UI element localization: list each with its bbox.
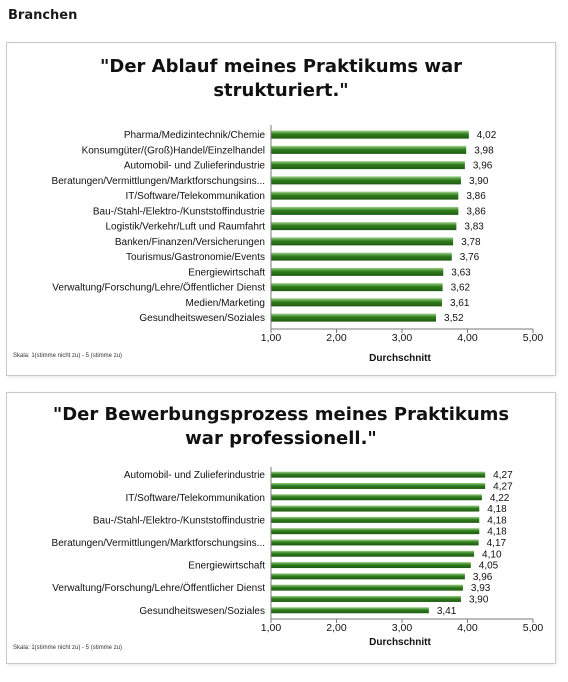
data-label: 3,78 [461,237,481,248]
category-label: Beratungen/Vermittlungen/Marktforschungs… [52,538,265,549]
bar [271,516,480,523]
chart-title: "Der Ablauf meines Praktikums war strukt… [7,55,555,103]
x-tick-label: 5,00 [523,332,544,344]
bar [271,206,459,215]
bar [271,176,461,185]
category-label: Tourismus/Gastronomie/Events [126,252,265,263]
category-label: Pharma/Medizintechnik/Chemie [124,130,266,141]
chart-title-line-1: "Der Ablauf meines Praktikums war [100,56,462,77]
data-label: 3,76 [460,252,480,263]
chart-title-line-2: war professionell." [185,428,377,449]
data-label: 3,41 [437,606,457,617]
category-label: Verwaltung/Forschung/Lehre/Öffentlicher … [52,582,265,594]
data-label: 4,27 [493,481,513,492]
data-label: 3,62 [451,283,471,294]
category-label: Bau-/Stahl-/Elektro-/Kunststoffindustrie [93,206,266,217]
category-label: Logistik/Verkehr/Luft und Raumfahrt [105,222,265,233]
data-label: 4,02 [477,130,497,141]
x-tick-label: 2,00 [326,332,347,344]
bar [271,539,479,546]
data-label: 4,18 [487,504,507,515]
data-label: 3,90 [469,176,489,187]
bar [271,145,467,154]
bar [271,283,443,292]
category-label: Beratungen/Vermittlungen/Marktforschungs… [52,176,265,187]
data-label: 3,63 [451,267,471,278]
chart-panel-bewerbung: "Der Bewerbungsprozess meines Praktikums… [6,392,556,664]
scale-note: Skala: 1(stimme nicht zu) - 5 (stimme zu… [13,353,123,359]
bar [271,252,452,261]
category-label: Verwaltung/Forschung/Lehre/Öffentlicher … [52,282,265,294]
x-axis-label: Durchschnitt [369,637,431,648]
bar [271,595,461,602]
category-label: Banken/Finanzen/Versicherungen [115,237,265,248]
data-label: 3,98 [474,145,494,156]
category-label: Gesundheitswesen/Soziales [139,313,265,324]
bar [271,528,480,535]
bar [271,562,471,569]
category-label: Bau-/Stahl-/Elektro-/Kunststoffindustrie [93,515,266,526]
scale-note: Skala: 1(stimme nicht zu) - 5 (stimme zu… [13,645,123,651]
data-label: 3,86 [466,206,486,217]
bar [271,222,457,231]
data-label: 3,96 [473,161,493,172]
bar [271,607,429,614]
bar [271,494,482,501]
x-tick-label: 1,00 [261,622,282,634]
bar [271,161,465,170]
x-axis-label: Durchschnitt [369,353,431,364]
x-tick-label: 1,00 [261,332,282,344]
category-label: Energiewirtschaft [188,561,265,572]
data-label: 3,52 [444,313,464,324]
bar [271,237,454,246]
category-label: Medien/Marketing [186,298,265,309]
chart-title-line-1: "Der Bewerbungsprozess meines Praktikums [52,404,510,425]
bar [271,482,486,489]
x-tick-label: 2,00 [326,622,347,634]
chart-title-line-2: strukturiert." [213,80,349,101]
bar [271,298,442,307]
data-label: 3,83 [464,222,484,233]
x-tick-label: 5,00 [523,622,544,634]
data-label: 4,18 [487,527,507,538]
bar [271,191,459,200]
x-tick-label: 3,00 [392,332,413,344]
data-label: 3,93 [471,583,491,594]
data-label: 3,86 [466,191,486,202]
category-label: Energiewirtschaft [188,267,265,278]
bar [271,130,469,139]
category-label: IT/Software/Telekommunikation [125,191,265,202]
bar [271,550,475,557]
data-label: 4,05 [479,561,499,572]
category-label: Konsumgüter/(Groß)Handel/Einzelhandel [82,145,265,156]
bar [271,505,480,512]
category-label: Automobil- und Zulieferindustrie [124,470,266,481]
bar [271,584,463,591]
category-label: Automobil- und Zulieferindustrie [124,161,266,172]
x-tick-label: 4,00 [457,622,478,634]
x-tick-label: 3,00 [392,622,413,634]
bar [271,471,486,478]
bar [271,573,465,580]
category-label: IT/Software/Telekommunikation [125,493,265,504]
data-label: 4,10 [482,549,502,560]
bar [271,267,444,276]
data-label: 4,18 [487,515,507,526]
bar [271,313,437,322]
chart-title: "Der Bewerbungsprozess meines Praktikums… [7,403,555,451]
bar-chart-ablauf: Pharma/Medizintechnik/Chemie 4,02 Konsumgü… [52,125,544,364]
data-label: 4,27 [493,470,513,481]
bar-chart-bewerbung: Automobil- und Zulieferindustrie 4,274,27… [52,467,544,648]
data-label: 4,17 [487,538,507,549]
x-tick-label: 4,00 [457,332,478,344]
section-heading: Branchen [8,8,78,23]
data-label: 4,22 [490,493,510,504]
data-label: 3,61 [450,298,470,309]
chart-panel-ablauf: "Der Ablauf meines Praktikums war strukt… [6,42,556,376]
category-label: Gesundheitswesen/Soziales [139,606,265,617]
data-label: 3,96 [473,572,493,583]
data-label: 3,90 [469,594,489,605]
